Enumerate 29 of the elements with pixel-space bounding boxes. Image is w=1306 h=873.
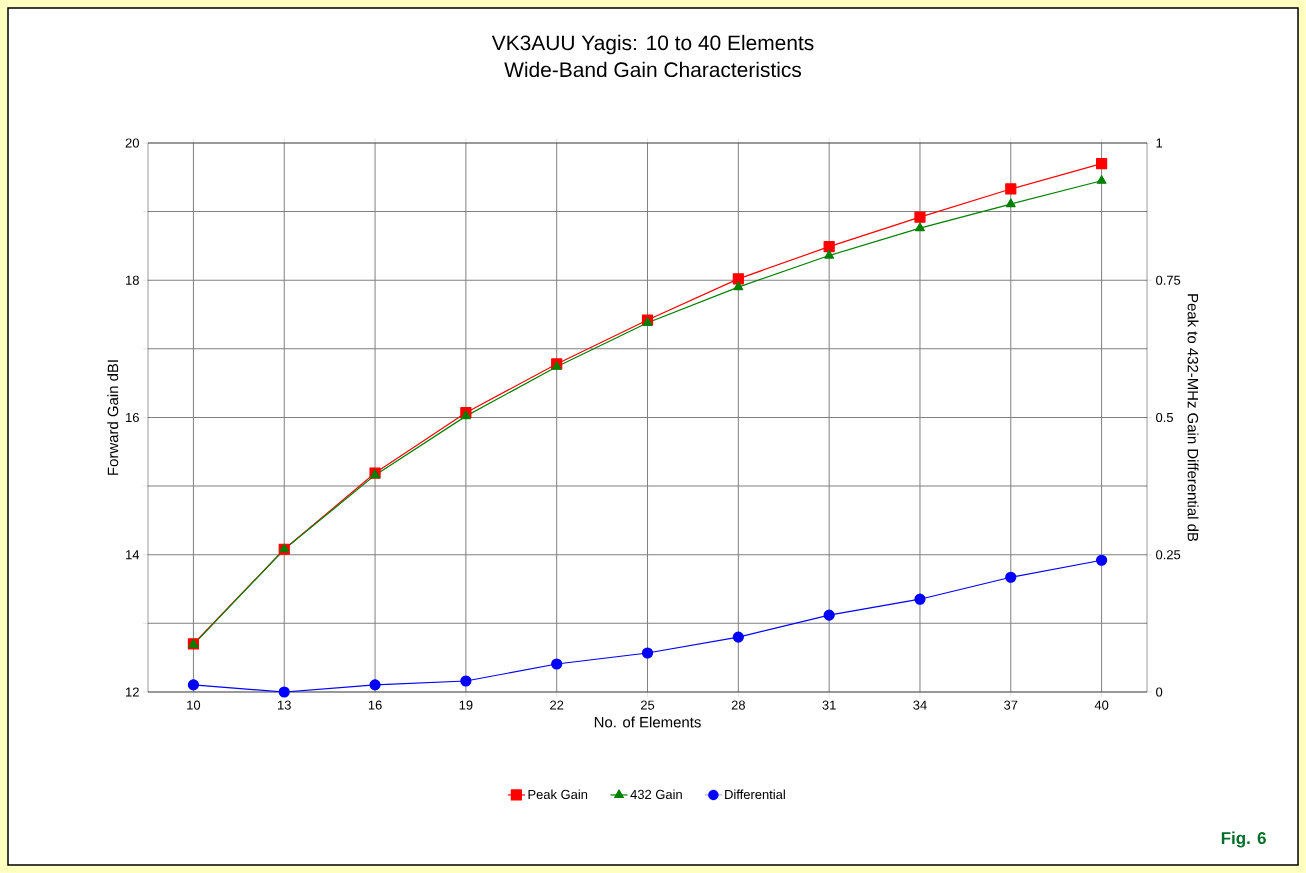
x-tick-label: 13 [278,700,291,710]
x-tick-label: 25 [640,700,655,710]
x-tick-label: 19 [459,700,473,710]
y2-tick-label: 0.75 [1156,275,1181,285]
y2-axis-title: Peak to 432-MHz Gain Differential dB [1187,294,1199,542]
y-tick-label: 12 [126,687,139,697]
x-tick-label: 31 [822,700,836,710]
y2-tick-label: 1 [1156,138,1163,148]
y-axis-title: Forward Gain dBI [107,360,119,475]
x-tick-label: 28 [731,700,745,710]
y-tick-label: 18 [126,275,139,285]
x-axis-title: No. of Elements [594,716,701,728]
legend-label: 432 Gain [630,789,682,800]
x-tick-label: 22 [550,700,564,710]
y2-tick-label: 0.5 [1156,412,1173,423]
x-tick-label: 34 [913,700,927,710]
legend-label: Differential [725,789,785,800]
caption: Fig. 6 [1221,831,1266,848]
y-tick-label: 16 [126,412,139,423]
x-tick-label: 40 [1094,700,1109,710]
y-tick-label: 20 [125,138,139,148]
x-tick-label: 10 [187,700,201,710]
y2-tick-label: 0.25 [1156,550,1181,560]
legend-label: Peak Gain [528,789,588,800]
x-tick-label: 16 [368,700,382,710]
y-tick-label: 14 [126,550,140,560]
x-tick-label: 37 [1004,700,1018,710]
y2-tick-label: 0 [1156,687,1163,697]
chart-title: VK3AUU Yagis: 10 to 40 Elements Wide-Band Gain Characteristics [491,34,814,78]
